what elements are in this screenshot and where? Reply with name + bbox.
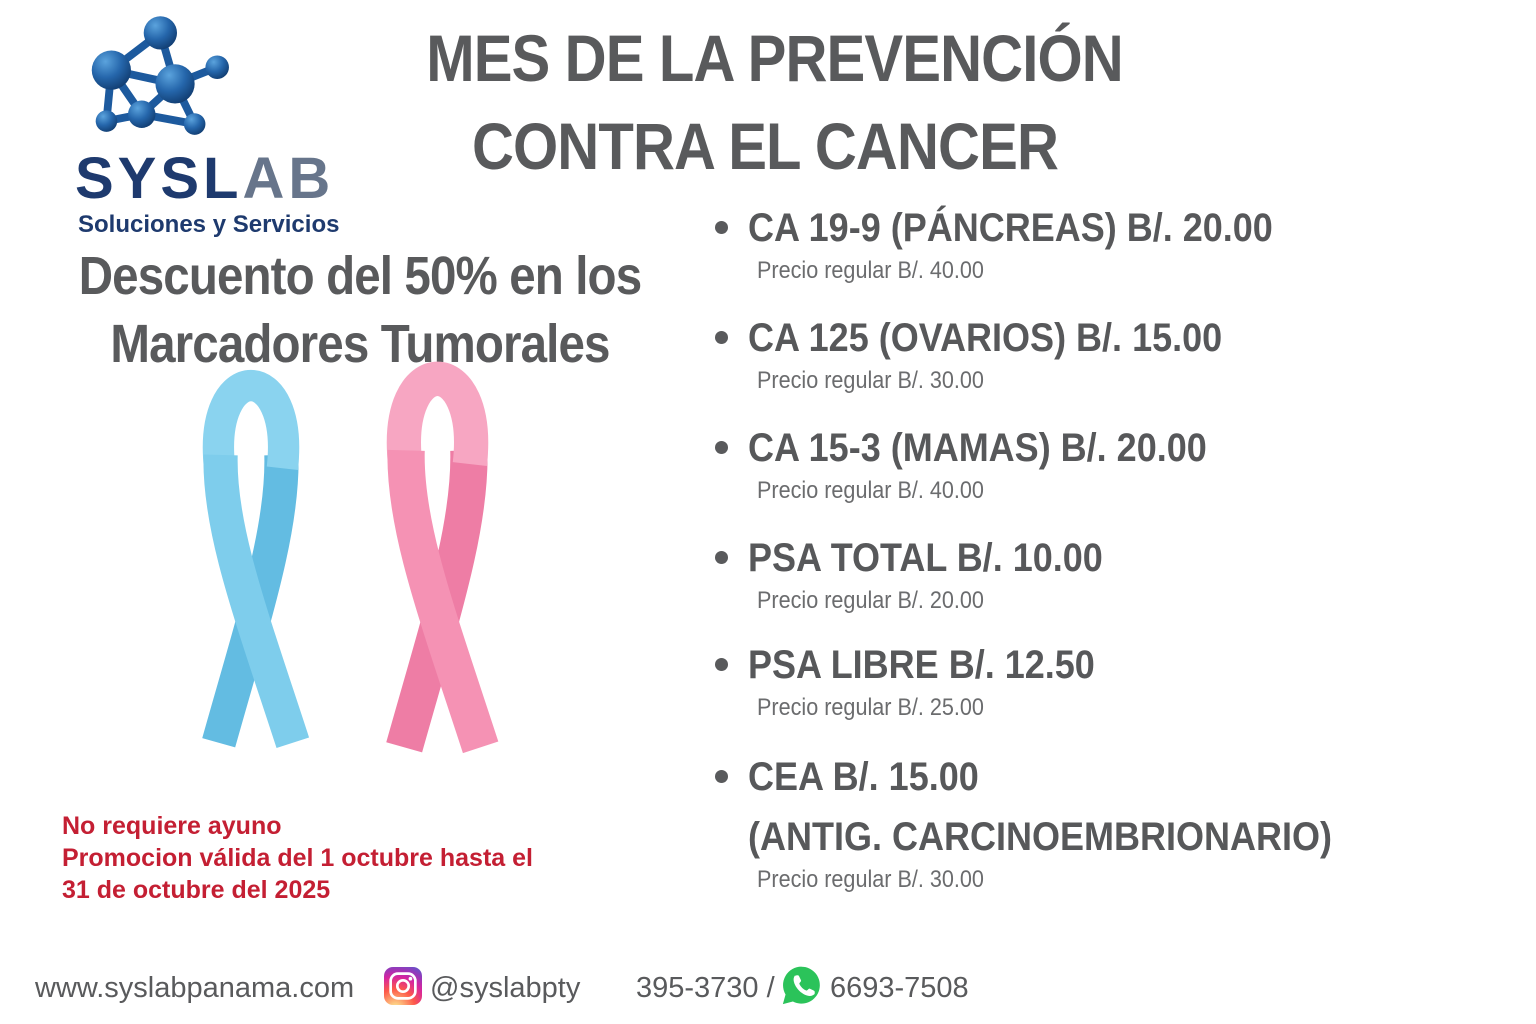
test-regular-price: Precio regular B/. 30.00 [757, 866, 984, 893]
bullet-icon [715, 441, 728, 454]
promo-note-line1: No requiere ayuno [62, 812, 282, 840]
list-item-ca15-3: CA 15-3 (MAMAS) B/. 20.00 Precio regular… [705, 426, 1258, 505]
instagram-icon [384, 967, 422, 1005]
brand-tagline: Soluciones y Servicios [78, 211, 340, 238]
promo-subtitle: Descuento del 50% en los Marcadores Tumo… [70, 242, 651, 378]
page-title: MES DE LA PREVENCIÓN CONTRA EL CANCER [426, 14, 1124, 190]
test-name-line2: (ANTIG. CARCINOEMBRIONARIO) [748, 815, 1332, 859]
whatsapp-icon [780, 964, 823, 1007]
test-name-price: CA 125 (OVARIOS) B/. 15.00 [748, 316, 1223, 360]
molecule-network-icon [91, 16, 229, 135]
list-item-cea: CEA B/. 15.00 (ANTIG. CARCINOEMBRIONARIO… [705, 755, 1397, 894]
whatsapp-number: 6693-7508 [830, 972, 969, 1004]
list-item-ca19-9: CA 19-9 (PÁNCREAS) B/. 20.00 Precio regu… [705, 206, 1331, 285]
page-title-line1: MES DE LA PREVENCIÓN [426, 21, 1124, 95]
blue-awareness-ribbon [202, 370, 310, 749]
bullet-icon [715, 331, 728, 344]
promo-subtitle-line1: Descuento del 50% en los [78, 246, 642, 306]
test-regular-price: Precio regular B/. 25.00 [757, 694, 984, 721]
pink-awareness-ribbon [386, 361, 499, 754]
test-name-price: CEA B/. 15.00 [748, 755, 979, 799]
test-name-price: PSA LIBRE B/. 12.50 [748, 643, 1095, 687]
list-item-ca125: CA 125 (OVARIOS) B/. 15.00 Precio regula… [705, 316, 1275, 395]
page-title-line2: CONTRA EL CANCER [471, 109, 1059, 183]
list-item-psa-libre: PSA LIBRE B/. 12.50 Precio regular B/. 2… [705, 643, 1133, 722]
instagram-handle: @syslabpty [430, 972, 581, 1004]
promo-note-line3: 31 de octubre del 2025 [62, 876, 331, 904]
test-regular-price: Precio regular B/. 40.00 [757, 477, 984, 504]
promo-subtitle-line2: Marcadores Tumorales [110, 314, 610, 374]
bullet-icon [715, 221, 728, 234]
bullet-icon [715, 658, 728, 671]
list-item-psa-total: PSA TOTAL B/. 10.00 Precio regular B/. 2… [705, 536, 1142, 615]
test-regular-price: Precio regular B/. 20.00 [757, 587, 984, 614]
bullet-icon [715, 770, 728, 783]
brand-name-part1: SYSL [75, 146, 243, 211]
test-name-price: CA 19-9 (PÁNCREAS) B/. 20.00 [748, 206, 1273, 250]
test-regular-price: Precio regular B/. 40.00 [757, 257, 984, 284]
promo-conditions: No requiere ayuno Promocion válida del 1… [62, 810, 533, 906]
test-name-price: PSA TOTAL B/. 10.00 [748, 536, 1103, 580]
phone-number: 395-3730 / [636, 972, 775, 1004]
brand-name: SYSLAB [75, 150, 334, 208]
promo-note-line2: Promocion válida del 1 octubre hasta el [62, 844, 533, 872]
test-name-price: CA 15-3 (MAMAS) B/. 20.00 [748, 426, 1207, 470]
website-url: www.syslabpanama.com [35, 972, 355, 1004]
brand-name-part2: AB [242, 146, 335, 211]
test-regular-price: Precio regular B/. 30.00 [757, 367, 984, 394]
bullet-icon [715, 551, 728, 564]
